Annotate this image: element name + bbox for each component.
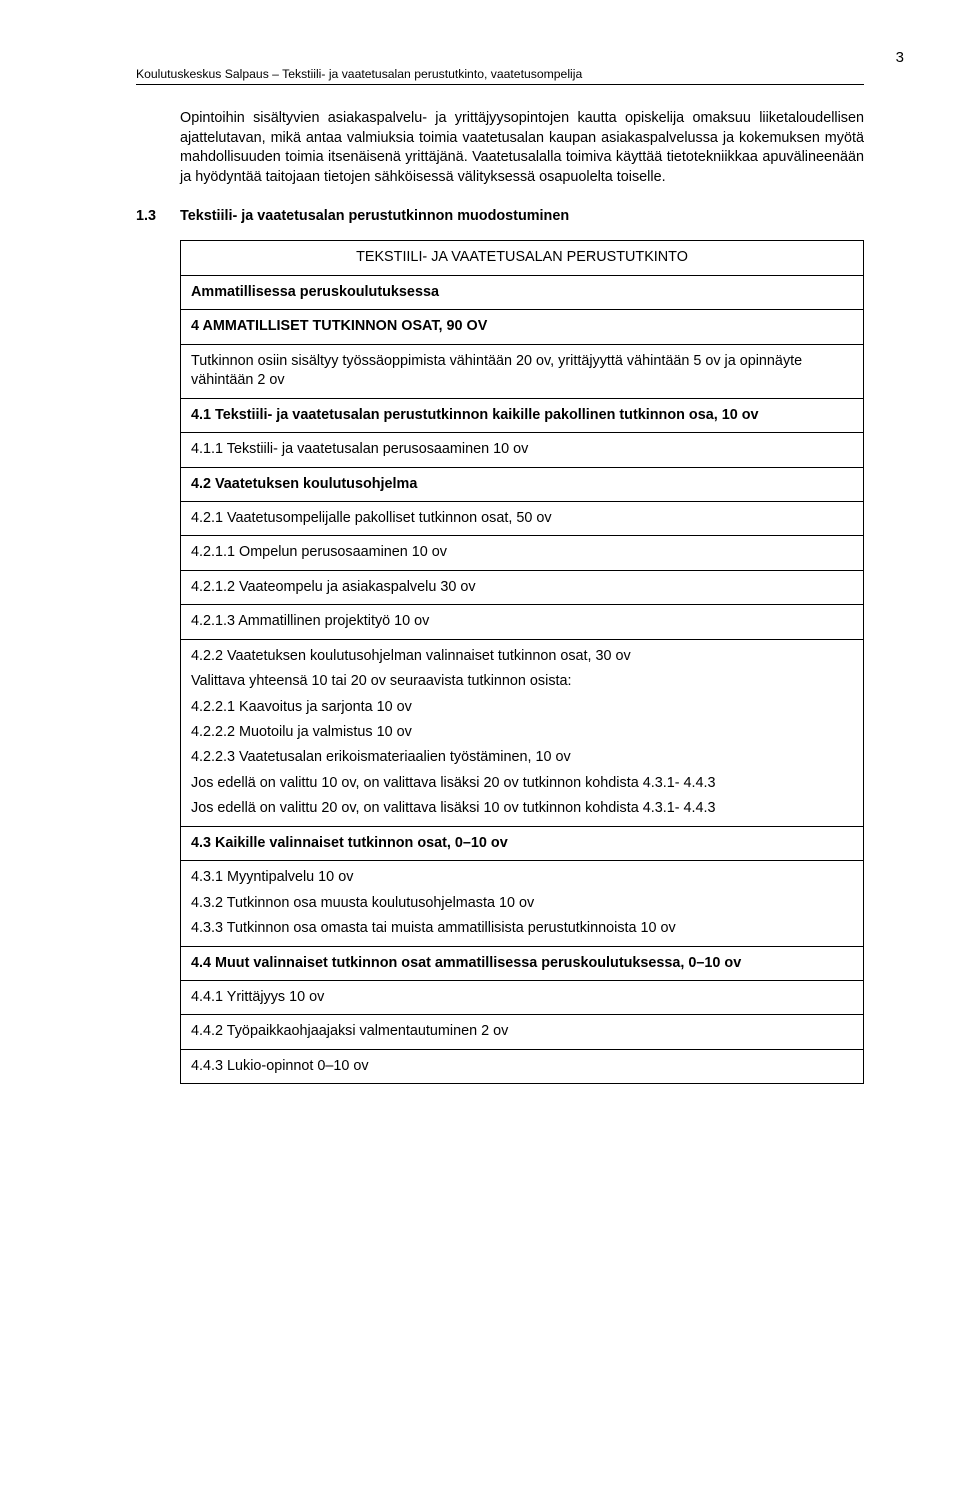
line: 4.2.2 Vaatetuksen koulutusohjelman valin… [191, 647, 853, 666]
section-number: 1.3 [136, 207, 180, 226]
line: 4.2.2.3 Vaatetusalan erikoismateriaalien… [191, 748, 853, 767]
section-heading: 1.3 Tekstiili- ja vaatetusalan perustutk… [136, 207, 864, 226]
line: 4.3.1 Myyntipalvelu 10 ov [191, 868, 853, 887]
line: 4.3.3 Tutkinnon osa omasta tai muista am… [191, 919, 853, 938]
table-row: 4.2.1.3 Ammatillinen projektityö 10 ov [181, 605, 864, 639]
table-row: 4.4.1 Yrittäjyys 10 ov [181, 980, 864, 1014]
table-row: Tutkinnon osiin sisältyy työssäoppimista… [181, 344, 864, 398]
curriculum-table: TEKSTIILI- JA VAATETUSALAN PERUSTUTKINTO… [180, 240, 864, 1084]
page-number: 3 [896, 48, 904, 68]
table-row: 4.2.1.1 Ompelun perusosaaminen 10 ov [181, 536, 864, 570]
table-row: 4.1 Tekstiili- ja vaatetusalan perustutk… [181, 398, 864, 432]
table-row: 4.2.1 Vaatetusompelijalle pakolliset tut… [181, 501, 864, 535]
table-row: 4.3.1 Myyntipalvelu 10 ov 4.3.2 Tutkinno… [181, 861, 864, 946]
table-row: 4.1.1 Tekstiili- ja vaatetusalan perusos… [181, 433, 864, 467]
line: 4.2.2.1 Kaavoitus ja sarjonta 10 ov [191, 698, 853, 717]
table-row: 4 AMMATILLISET TUTKINNON OSAT, 90 OV [181, 310, 864, 344]
table-row: 4.2.1.2 Vaateompelu ja asiakaspalvelu 30… [181, 570, 864, 604]
table-row: 4.2.2 Vaatetuksen koulutusohjelman valin… [181, 639, 864, 826]
line: Jos edellä on valittu 20 ov, on valittav… [191, 799, 853, 818]
line: Jos edellä on valittu 10 ov, on valittav… [191, 774, 853, 793]
table-row: Ammatillisessa peruskoulutuksessa [181, 275, 864, 309]
table-row: 4.3 Kaikille valinnaiset tutkinnon osat,… [181, 826, 864, 860]
running-header: Koulutuskeskus Salpaus – Tekstiili- ja v… [136, 66, 582, 82]
header-rule [136, 84, 864, 85]
table-title: TEKSTIILI- JA VAATETUSALAN PERUSTUTKINTO [181, 241, 864, 275]
table-row: 4.4 Muut valinnaiset tutkinnon osat amma… [181, 946, 864, 980]
line: 4.2.2.2 Muotoilu ja valmistus 10 ov [191, 723, 853, 742]
section-title: Tekstiili- ja vaatetusalan perustutkinno… [180, 207, 569, 226]
table-row: 4.2 Vaatetuksen koulutusohjelma [181, 467, 864, 501]
intro-paragraph: Opintoihin sisältyvien asiakaspalvelu- j… [180, 109, 864, 187]
table-row: 4.4.3 Lukio-opinnot 0–10 ov [181, 1049, 864, 1083]
line: 4.3.2 Tutkinnon osa muusta koulutusohjel… [191, 894, 853, 913]
table-row: 4.4.2 Työpaikkaohjaajaksi valmentautumin… [181, 1015, 864, 1049]
line: Valittava yhteensä 10 tai 20 ov seuraavi… [191, 672, 853, 691]
